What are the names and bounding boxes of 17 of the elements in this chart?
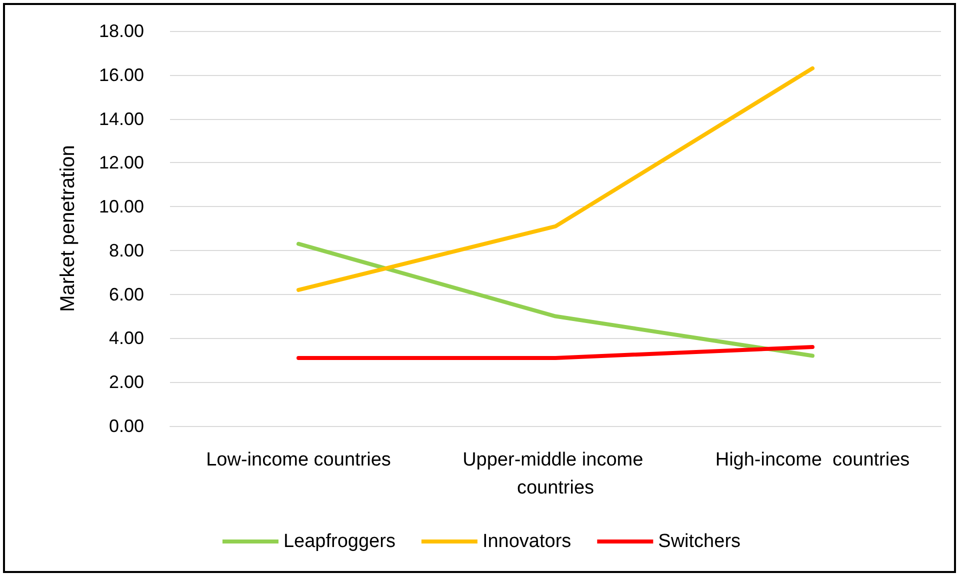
y-tick-label: 0.00: [108, 416, 144, 436]
y-tick-label: 14.00: [98, 108, 144, 129]
y-axis-title: Market penetration: [57, 145, 79, 312]
x-tick-label: Low-income countries: [206, 450, 391, 470]
legend-label: Innovators: [482, 531, 572, 552]
y-tick-label: 16.00: [98, 64, 144, 85]
x-tick-label: Upper-middle income countries: [462, 450, 648, 498]
y-tick-label: 6.00: [108, 284, 144, 304]
y-tick-label: 12.00: [98, 152, 144, 173]
y-tick-label: 18.00: [98, 21, 144, 41]
y-tick-label: 10.00: [98, 196, 144, 217]
legend-label: Leapfroggers: [283, 531, 396, 552]
x-tick-label: High-income countries: [715, 450, 910, 470]
y-tick-label: 2.00: [108, 372, 144, 392]
y-tick-label: 8.00: [108, 240, 144, 260]
legend-label: Switchers: [658, 531, 741, 552]
y-tick-label: 4.00: [108, 328, 144, 348]
